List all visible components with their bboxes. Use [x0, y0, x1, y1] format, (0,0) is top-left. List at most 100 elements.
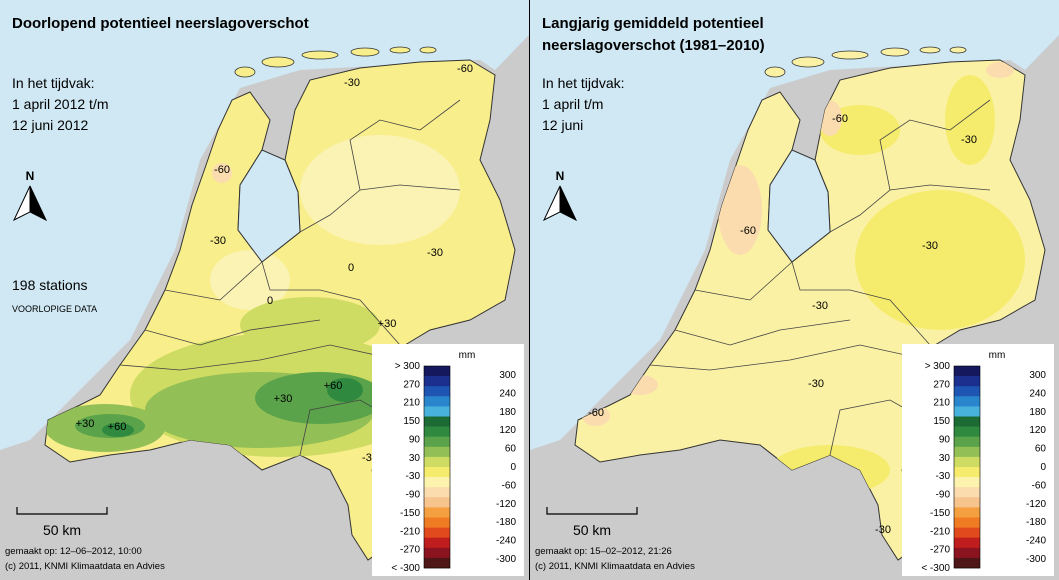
scale-bar [16, 507, 108, 515]
legend-left-label: > 300 [395, 361, 421, 372]
legend-swatch [954, 436, 980, 448]
period-text: 1 april 2012 t/m [12, 96, 109, 112]
contour-area [212, 163, 232, 183]
legend-right-label: 0 [510, 462, 516, 473]
legend-left-label: 90 [939, 434, 951, 445]
stations-count: 198 stations [12, 277, 88, 293]
wadden-island [880, 47, 910, 57]
province-border [261, 261, 401, 346]
contour-label: -30 [961, 134, 977, 146]
legend-right-label: 120 [1029, 425, 1046, 436]
legend-swatch [424, 396, 450, 407]
legend-left-label: < -300 [921, 563, 950, 574]
legend-left-label: -90 [936, 490, 951, 501]
legend-swatch [424, 376, 450, 387]
legend-left-label: -270 [400, 545, 420, 556]
contour-label: +30 [378, 318, 397, 330]
scale-label: 50 km [43, 522, 81, 538]
legend-swatch [424, 416, 450, 427]
province-border [879, 99, 991, 191]
wadden-island [419, 46, 437, 54]
legend-left-label: 270 [933, 379, 950, 390]
legend-left-label: 30 [939, 453, 951, 464]
wadden-island [350, 47, 380, 57]
wadden-island [919, 46, 941, 54]
made-date: gemaakt op: 12–06–2012, 10:00 [5, 546, 142, 557]
legend-right-label: -180 [1026, 517, 1046, 528]
legend-left-label: > 300 [925, 361, 951, 372]
contour-label: +60 [108, 421, 127, 433]
legend-swatch [424, 497, 450, 508]
contour-area [945, 75, 995, 165]
contour-label: -30 [812, 300, 828, 312]
legend-swatch [954, 537, 980, 549]
legend-swatch [424, 426, 450, 437]
contour-area [855, 190, 1025, 330]
legend-swatch [954, 477, 980, 488]
legend-right-label: -240 [496, 536, 516, 547]
province-border [791, 261, 931, 346]
legend-right-label: 240 [499, 388, 516, 399]
legend-right-label: -180 [496, 517, 516, 528]
legend-swatch [954, 487, 980, 498]
legend-right-label: 240 [1029, 388, 1046, 399]
contour-label: -30 [210, 235, 226, 247]
legend-right-label: 60 [505, 444, 517, 455]
legend-left-label: -150 [400, 508, 420, 519]
legend-unit: mm [459, 350, 476, 361]
north-label: N [26, 169, 35, 183]
legend-swatch [424, 386, 450, 397]
legend-left-label: 270 [403, 379, 420, 390]
period-text: 1 april t/m [542, 96, 603, 112]
legend-swatch [954, 406, 980, 417]
contour-area [986, 62, 1014, 78]
legend-left-label: -210 [400, 526, 420, 537]
wadden-island [234, 66, 256, 78]
legend-swatch [424, 547, 450, 559]
north-label: N [556, 169, 565, 183]
legend-swatch [954, 557, 980, 569]
province-border [694, 261, 793, 301]
legend-swatch [424, 517, 450, 528]
legend-swatch [954, 426, 980, 437]
wadden-island [791, 56, 825, 68]
legend-right-label: 300 [499, 370, 516, 381]
contour-area [300, 135, 460, 245]
inland-water [767, 149, 831, 263]
legend-swatch [954, 396, 980, 407]
scale-bar [546, 507, 638, 515]
inland-water [237, 149, 301, 263]
map-panel: Doorlopend potentieel neerslagoverschot I… [0, 0, 530, 580]
scale-label: 50 km [573, 522, 611, 538]
map-title: neerslagoverschot (1981–2010) [542, 37, 765, 54]
legend-left-label: 210 [403, 398, 420, 409]
legend-left-label: -30 [406, 471, 421, 482]
contour-area [718, 165, 762, 255]
legend-frame [953, 365, 981, 569]
map-title: Doorlopend potentieel neerslagoverschot [12, 15, 309, 32]
legend-left-label: -90 [406, 490, 421, 501]
province-border [119, 344, 399, 371]
contour-label: +60 [324, 380, 343, 392]
contour-label: -30 [427, 247, 443, 259]
data-note: VOORLOPIGE DATA [12, 304, 97, 314]
legend-swatch [424, 467, 450, 478]
legend-right-label: -60 [502, 480, 517, 491]
legend-swatch [424, 557, 450, 569]
legend-swatch [424, 537, 450, 549]
contour-area [240, 297, 380, 353]
contour-area [327, 378, 363, 402]
copyright: (c) 2011, KNMI Klimaatdata en Advies [5, 561, 165, 572]
legend-left-label: -210 [930, 526, 950, 537]
contour-label: -60 [214, 164, 230, 176]
legend-right-label: -120 [496, 499, 516, 510]
copyright: (c) 2011, KNMI Klimaatdata en Advies [535, 561, 695, 572]
contour-label: -60 [457, 63, 473, 75]
contour-label: -30 [875, 524, 891, 536]
legend-left-label: -150 [930, 508, 950, 519]
legend-swatch [954, 446, 980, 458]
province-border [144, 319, 321, 346]
legend-left-label: -30 [936, 471, 951, 482]
contour-label: +30 [274, 393, 293, 405]
legend-swatch [954, 366, 980, 377]
